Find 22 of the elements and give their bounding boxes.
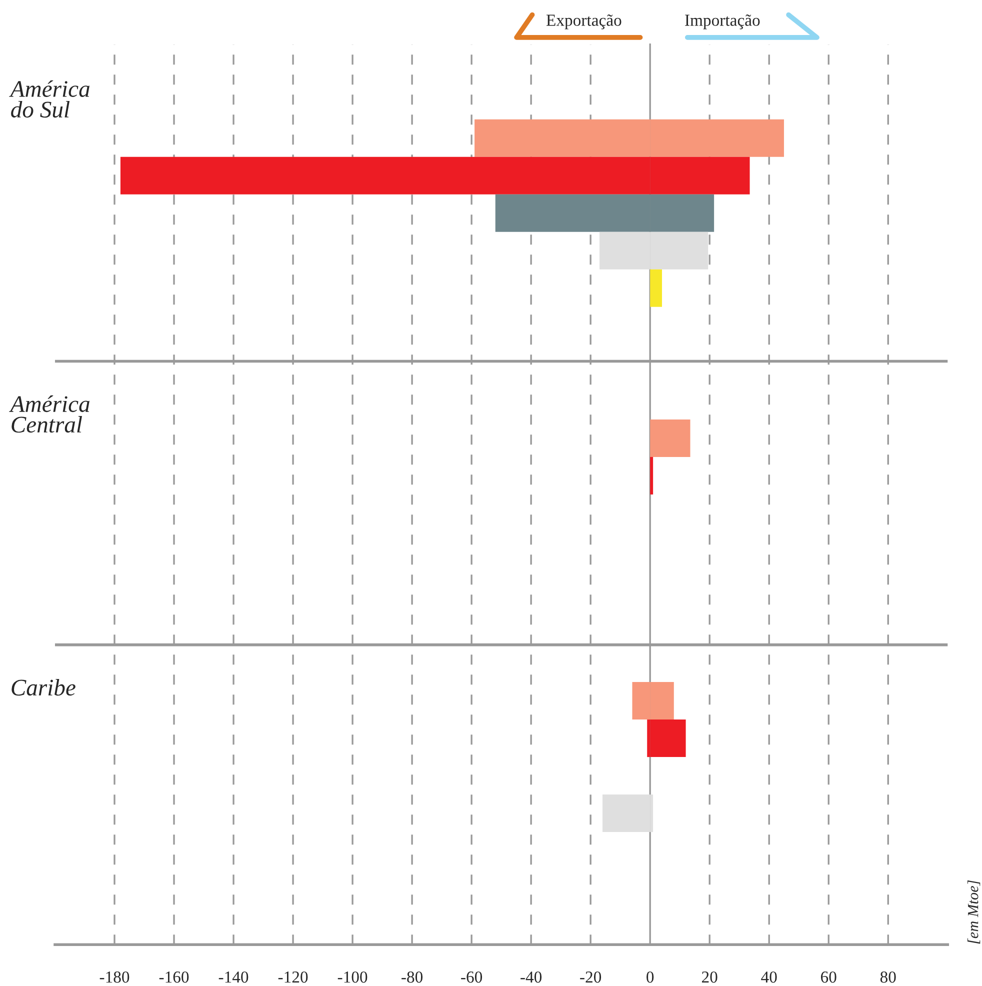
text: Exportação [546, 14, 622, 30]
annotation: Caribe [12, 679, 76, 696]
x-tick-label: 0 [646, 971, 654, 983]
x-tick-label: -60 [461, 971, 482, 983]
x-tick-label: 60 [820, 971, 836, 983]
x-tick-label: -80 [402, 971, 423, 983]
x-tick-label: -160 [159, 971, 189, 983]
x-tick-label: -40 [520, 971, 542, 983]
bar [602, 794, 650, 832]
x-tick-label: 80 [880, 971, 896, 983]
x-tick-label: -120 [278, 971, 308, 983]
annotation: América Central [9, 395, 90, 433]
x-tick-label: -180 [100, 971, 130, 983]
text: [em Mtoe] [967, 880, 980, 944]
x-tick-label: -140 [218, 971, 248, 983]
x-tick-label: 20 [702, 971, 718, 983]
text: Importação [685, 14, 760, 30]
x-tick-label: -100 [338, 971, 368, 983]
bar [650, 269, 662, 307]
annotation: América do Sul [9, 80, 90, 118]
x-tick-label: -20 [580, 971, 602, 983]
x-tick-label: 40 [761, 971, 777, 983]
